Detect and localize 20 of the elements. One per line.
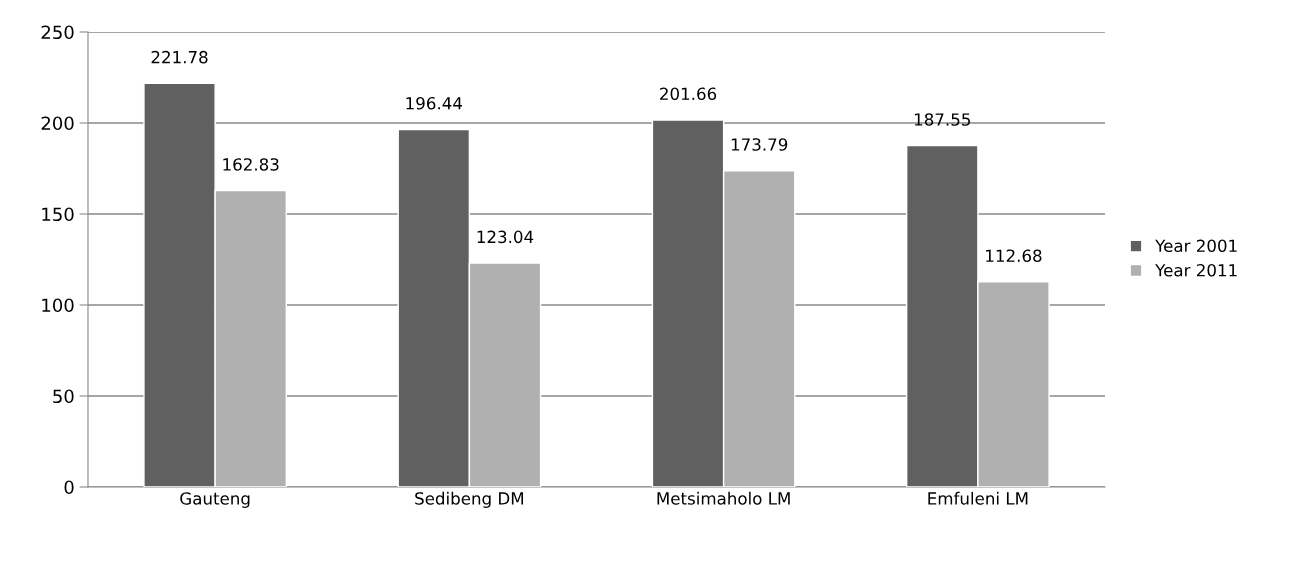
y-tick-label: 50 [53,389,74,404]
legend-label: Year 2001 [1155,239,1237,253]
y-tick-label: 200 [41,116,74,131]
data-label: 162.83 [223,158,279,171]
x-tick-label: Emfuleni LM [928,491,1028,505]
x-tick-label: Gauteng [180,492,250,508]
data-label: 173.79 [731,138,788,151]
data-label: 187.55 [914,113,970,126]
data-label: 221.78 [151,50,208,64]
x-tick-label: Metsimaholo LM [657,491,790,505]
y-tick-label: 0 [64,480,74,495]
data-label: 123.04 [477,230,534,244]
y-tick-label: 100 [42,298,74,313]
data-label: 112.68 [986,249,1042,263]
data-label: 201.66 [660,87,717,101]
y-tick-label: 250 [41,25,74,40]
x-tick-label: Sedibeng DM [415,491,524,508]
y-tick-label: 150 [42,207,74,222]
legend-label: Year 2011 [1155,263,1237,277]
data-label: 196.44 [406,96,462,110]
